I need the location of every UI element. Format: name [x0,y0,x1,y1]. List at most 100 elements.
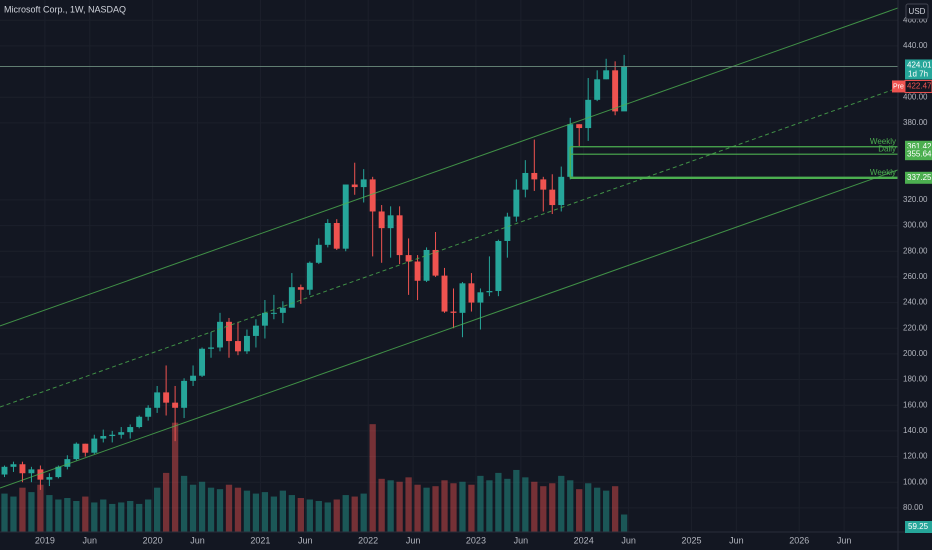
candle-body [226,321,232,342]
y-tick-label: 460.00 [903,15,928,24]
y-tick-label: 220.00 [903,323,928,332]
volume-bar [540,486,547,532]
volume-bar [333,499,340,532]
countdown: 1d 7h [908,70,928,79]
x-tick-label: 2019 [35,535,55,545]
volume-bar [495,472,502,532]
pre-market-label-box [892,80,905,93]
candle-body [360,179,367,188]
volume-bar [19,487,26,532]
volume-bar [369,424,376,532]
level-name: Daily [878,144,896,153]
volume-bar [477,475,484,532]
level-name: Weekly [870,168,896,177]
x-tick-label: Jun [837,535,852,545]
x-tick-label: 2025 [681,535,701,545]
y-tick-label: 260.00 [903,272,928,281]
candle-body [19,464,26,474]
volume-bar [297,498,304,532]
volume-bar [82,496,89,532]
volume-bar [585,483,592,532]
candle-body [522,172,529,190]
candle-body [459,283,466,313]
volume-bar [154,487,161,532]
x-tick-label: Jun [190,535,205,545]
volume-bar [620,514,628,532]
candle-body [387,215,394,229]
candle-body [127,427,134,433]
pre-market-value: 422.47 [907,82,932,91]
volume-bar [306,499,313,532]
candle-body [64,459,71,467]
y-tick-label: 180.00 [903,375,928,384]
volume-bar [162,472,170,532]
candle-body [82,443,89,453]
volume-bar [55,499,62,532]
candle-body [217,321,223,348]
candle-body [486,291,493,293]
volume-bar [486,480,493,532]
candle-body [333,223,340,249]
volume-bar [387,480,394,532]
volume-bar [28,492,35,532]
candle-body [423,249,430,281]
y-tick-label: 400.00 [903,92,928,101]
currency-box[interactable] [905,3,929,20]
candle-body [1,466,8,475]
volume-bar [611,486,619,532]
volume-bar [10,496,17,532]
volume-bar [127,500,134,532]
x-tick-label: Jun [406,535,421,545]
candle-body [468,283,475,303]
y-tick-label: 100.00 [903,477,928,486]
volume-bar [234,487,242,532]
volume-bar [180,475,188,532]
volume-bar [432,486,439,532]
candle-body [441,275,448,312]
volume-bar [109,503,116,532]
candle-body [208,347,214,349]
candle-body [190,375,197,381]
channel-line [0,7,899,327]
volume-bar [549,483,556,532]
level-tag [905,148,932,161]
volume-bar [118,502,125,532]
candle-body [594,79,601,100]
candle-body [540,179,547,190]
candle-body [279,307,286,313]
volume-bar [270,496,278,532]
candle-body [612,70,619,112]
volume-bar [414,484,421,532]
volume-bar [405,477,412,532]
volume-bar [360,493,367,532]
candle-body [396,215,403,256]
axes: 80.00 100.00 120.00 140.00 160.00 180.00 200.0… [35,15,932,545]
x-tick-label: 2021 [250,535,270,545]
channel-line [0,169,899,489]
y-tick-label: 300.00 [903,221,928,230]
volume-bar [261,492,269,532]
volume-bar [504,478,511,532]
candle-body [477,292,484,303]
x-tick-label: Jun [621,535,636,545]
candle-body [118,432,125,435]
candle-body [378,211,385,229]
y-tick-label: 280.00 [903,246,928,255]
volume-bar [558,475,565,532]
volume-bar [46,495,53,532]
volume-bar [315,500,322,532]
volume-bar [513,469,520,532]
level-tag-label: 361.42 [907,142,932,151]
candle-body [270,312,277,314]
candle-body [405,255,412,262]
candle-body [261,312,268,326]
chart-title: Microsoft Corp., 1W, NASDAQ [4,4,126,14]
candle-body [450,311,457,313]
y-tick-label: 120.00 [903,452,928,461]
candle-body [252,325,259,336]
volume-bar [198,481,206,532]
level-tag-label: 355.64 [907,149,932,158]
